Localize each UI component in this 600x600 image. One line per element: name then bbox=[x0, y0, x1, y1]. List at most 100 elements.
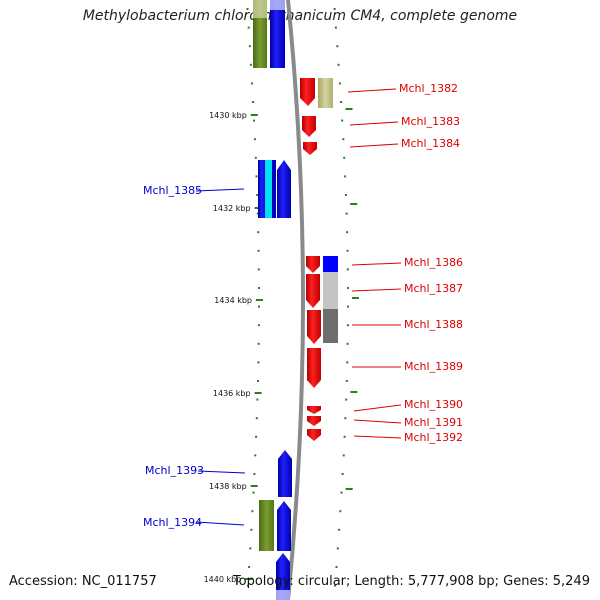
gene-mchl-1382 bbox=[300, 78, 315, 106]
guide-dot bbox=[345, 398, 348, 401]
guide-dot bbox=[253, 119, 255, 122]
guide-dot bbox=[346, 249, 349, 252]
gene-mchl-1392 bbox=[307, 429, 321, 441]
guide-dot bbox=[339, 510, 342, 513]
gene-olive-1394 bbox=[259, 500, 274, 551]
scale-tick-label: 1438 kbp bbox=[209, 482, 247, 491]
guide-dot bbox=[249, 63, 252, 66]
scale-tick-label: 1432 kbp bbox=[213, 204, 251, 213]
gene-lightgray-1387 bbox=[323, 272, 338, 309]
guide-dot bbox=[257, 380, 259, 382]
leader-lines bbox=[195, 88, 402, 526]
guide-dot bbox=[251, 510, 254, 513]
guide-dot bbox=[335, 566, 338, 568]
scale-tick-label: 1436 kbp bbox=[213, 389, 251, 398]
guide-dash bbox=[352, 297, 359, 299]
guide-dot bbox=[340, 491, 343, 494]
label-mchl-1384[interactable]: Mchl_1384 bbox=[401, 137, 460, 150]
gene-mchl-1384 bbox=[303, 142, 317, 155]
guide-dot bbox=[248, 566, 251, 568]
guide-dot bbox=[343, 156, 346, 159]
label-mchl-1382[interactable]: Mchl_1382 bbox=[399, 82, 458, 95]
guide-dot bbox=[253, 473, 256, 475]
guide-dot bbox=[345, 380, 348, 382]
guide-dot bbox=[248, 45, 251, 48]
guide-dot bbox=[257, 268, 260, 271]
gene-khaki-1382 bbox=[318, 78, 333, 108]
guide-dot bbox=[346, 324, 349, 327]
gene-blue-top bbox=[270, 0, 285, 68]
gene-mchl-1385-b bbox=[272, 160, 276, 218]
accession-text: Accession: NC_011757 bbox=[9, 574, 157, 589]
gene-mchl-1385-cyan bbox=[265, 160, 273, 218]
gene-blue-1385-arrow bbox=[277, 160, 291, 218]
genome-summary-text: Topology: circular; Length: 5,777,908 bp… bbox=[232, 574, 590, 589]
guide-dot bbox=[256, 212, 259, 215]
guide-dash bbox=[345, 108, 353, 110]
guide-dot bbox=[257, 231, 260, 234]
label-mchl-1387[interactable]: Mchl_1387 bbox=[404, 282, 463, 295]
scale-tick-mark bbox=[250, 114, 258, 116]
guide-dot bbox=[257, 324, 260, 327]
guide-dot bbox=[252, 101, 255, 103]
guide-dot bbox=[346, 342, 349, 345]
guide-dot bbox=[347, 287, 349, 289]
guide-dot bbox=[255, 435, 258, 438]
guide-dot bbox=[336, 45, 339, 48]
guide-dot bbox=[247, 584, 249, 587]
guide-dot bbox=[334, 584, 337, 587]
gene-khaki-top-overlay bbox=[253, 0, 267, 18]
guide-dot bbox=[253, 138, 256, 141]
gene-mchl-1394 bbox=[277, 501, 291, 551]
label-mchl-1386[interactable]: Mchl_1386 bbox=[404, 256, 463, 269]
guide-dot bbox=[257, 342, 260, 345]
gene-mchl-1389 bbox=[307, 348, 321, 388]
label-mchl-1383[interactable]: Mchl_1383 bbox=[401, 115, 460, 128]
label-mchl-1393[interactable]: Mchl_1393 bbox=[145, 464, 204, 477]
label-mchl-1388[interactable]: Mchl_1388 bbox=[404, 318, 463, 331]
label-mchl-1385[interactable]: Mchl_1385 bbox=[143, 184, 202, 197]
guide-dot bbox=[258, 305, 260, 308]
gene-blue-bottom-cap bbox=[276, 590, 290, 600]
guide-dot bbox=[247, 26, 250, 29]
guide-dot bbox=[342, 138, 345, 141]
guide-dot bbox=[254, 454, 257, 457]
guide-dot bbox=[252, 491, 255, 494]
guide-dot bbox=[258, 287, 260, 289]
gene-mchl-1390 bbox=[307, 406, 321, 414]
scale-tick-mark bbox=[254, 392, 262, 394]
scale-tick-mark bbox=[256, 299, 263, 301]
gene-mchl-1388 bbox=[307, 310, 321, 344]
gene-mchl-1385-a bbox=[258, 160, 267, 218]
gene-blue-1386 bbox=[323, 256, 338, 272]
genome-title: Methylobacterium chloromethanicum CM4, c… bbox=[82, 8, 518, 24]
guide-dot bbox=[256, 398, 259, 401]
guide-dot bbox=[346, 361, 349, 364]
guide-dot bbox=[257, 361, 260, 364]
guide-dot bbox=[249, 547, 252, 550]
genes bbox=[253, 0, 338, 600]
gene-blue-bottom bbox=[276, 553, 290, 600]
guide-dot bbox=[341, 119, 344, 122]
scale-tick-mark bbox=[250, 485, 258, 487]
dotted-guides bbox=[246, 8, 359, 587]
label-mchl-1394[interactable]: Mchl_1394 bbox=[143, 516, 202, 529]
guide-dot bbox=[255, 175, 258, 178]
guide-dot bbox=[334, 26, 337, 29]
guide-dash bbox=[345, 488, 353, 490]
label-mchl-1392[interactable]: Mchl_1392 bbox=[404, 431, 463, 444]
scale-tick-mark bbox=[245, 578, 253, 580]
guide-dot bbox=[333, 8, 336, 10]
guide-dot bbox=[255, 417, 258, 420]
scale-tick-label: 1434 kbp bbox=[214, 296, 252, 305]
guide-dot bbox=[338, 528, 341, 531]
guide-dot bbox=[343, 435, 346, 438]
genome-backbone bbox=[286, 0, 305, 600]
gene-mchl-1386 bbox=[306, 256, 320, 273]
guide-dash bbox=[350, 391, 358, 393]
label-mchl-1390[interactable]: Mchl_1390 bbox=[404, 398, 463, 411]
label-mchl-1391[interactable]: Mchl_1391 bbox=[404, 416, 463, 429]
label-mchl-1389[interactable]: Mchl_1389 bbox=[404, 360, 463, 373]
guide-dot bbox=[256, 194, 259, 196]
guide-dot bbox=[341, 473, 344, 475]
